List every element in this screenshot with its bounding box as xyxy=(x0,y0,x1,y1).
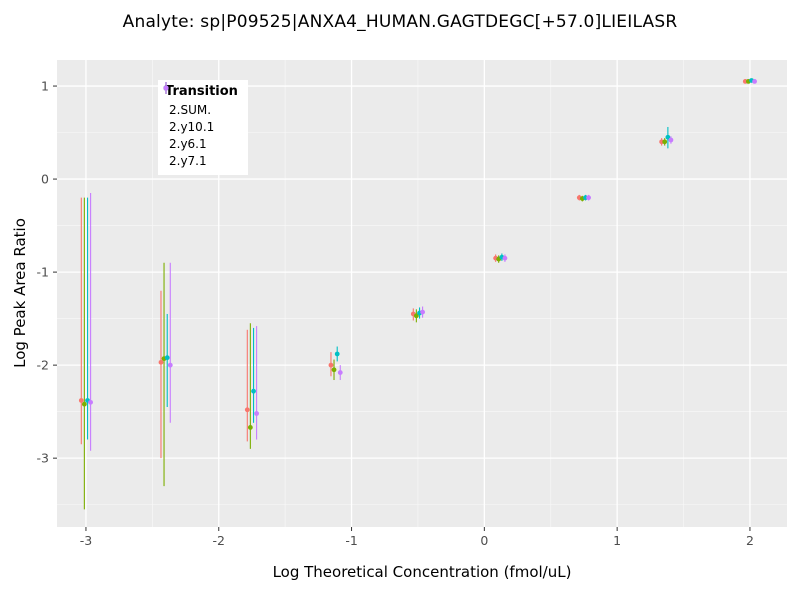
data-point xyxy=(662,139,668,145)
data-point xyxy=(502,255,508,261)
data-point xyxy=(586,195,591,201)
data-point xyxy=(668,137,674,143)
legend-entry: 2.SUM. xyxy=(163,82,238,118)
data-point xyxy=(81,401,87,407)
legend-entry: 2.y10.1 xyxy=(163,82,238,135)
y-tick-label: 1 xyxy=(41,78,49,93)
legend-label: 2.y10.1 xyxy=(169,119,215,134)
data-point xyxy=(665,134,671,140)
x-tick-label: 0 xyxy=(480,533,488,548)
y-tick-label: -2 xyxy=(37,358,49,373)
data-point xyxy=(78,398,84,403)
legend-entries: 2.SUM. 2.y10.1 2.y6.1 2.y7.1 xyxy=(163,82,238,169)
x-tick-label: -2 xyxy=(213,533,225,548)
legend: Transition 2.SUM. 2.y10.1 2.y6.1 2.y7.1 xyxy=(158,80,248,175)
data-point xyxy=(337,370,343,375)
x-tick-label: 1 xyxy=(613,533,621,548)
data-point xyxy=(164,355,170,361)
data-point xyxy=(334,351,340,357)
data-point xyxy=(331,367,337,373)
data-point xyxy=(328,362,334,368)
legend-entry: 2.y7.1 xyxy=(163,82,238,169)
x-tick-label: -1 xyxy=(345,533,357,548)
data-point xyxy=(158,359,164,365)
data-point xyxy=(752,78,757,84)
legend-label: 2.y6.1 xyxy=(169,136,207,151)
y-tick-label: -1 xyxy=(37,264,49,279)
data-point xyxy=(247,425,253,430)
legend-label: 2.SUM. xyxy=(169,102,212,117)
y-tick-label: 0 xyxy=(41,171,49,186)
data-point xyxy=(413,313,419,319)
x-tick-label: -3 xyxy=(80,533,92,548)
data-point xyxy=(254,411,259,416)
data-point xyxy=(167,362,173,368)
data-point xyxy=(251,388,256,394)
x-axis-label: Log Theoretical Concentration (fmol/uL) xyxy=(272,563,572,581)
legend-title: Transition xyxy=(165,84,238,99)
y-tick-label: -3 xyxy=(37,451,49,466)
legend-key-icon xyxy=(163,82,169,94)
data-point xyxy=(88,399,93,405)
data-point xyxy=(244,407,250,413)
chart-title: Analyte: sp|P09525|ANXA4_HUMAN.GAGTDEGC[… xyxy=(122,12,678,32)
data-point xyxy=(420,309,425,315)
legend-label: 2.y7.1 xyxy=(169,153,207,168)
legend-entry: 2.y6.1 xyxy=(163,82,238,152)
x-tick-label: 2 xyxy=(746,533,754,548)
